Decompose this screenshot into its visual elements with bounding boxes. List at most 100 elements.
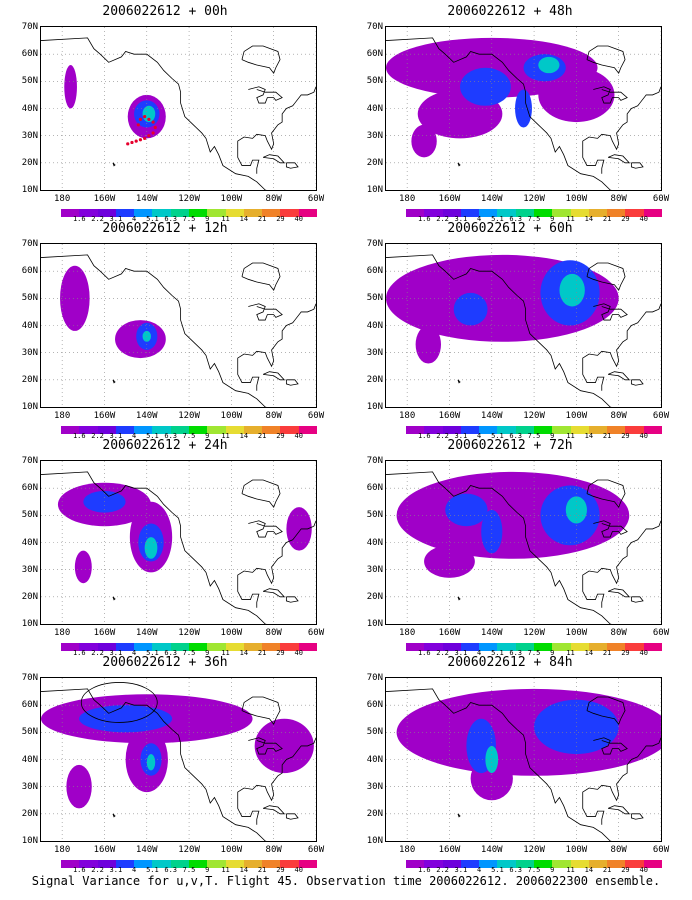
coastline [586, 696, 626, 725]
forecast-panel: 2006022612 + 12h 70N 60N 50N 40N 30N 20N 10N 180… [5, 221, 325, 441]
longitude-label: 80W [610, 411, 627, 421]
colorbar-swatch [262, 643, 281, 651]
latitude-label: 10N [21, 836, 38, 846]
latitude-label: 30N [366, 564, 383, 575]
variance-map [385, 460, 662, 625]
colorbar-label: 7.5 [182, 649, 196, 657]
colorbar-swatch [207, 426, 226, 434]
coastline [582, 520, 661, 585]
colorbar-swatch [643, 860, 662, 868]
colorbar-swatch [298, 643, 317, 651]
coastline [285, 813, 299, 820]
colorbar-label: 9 [205, 432, 210, 440]
colorbar-swatch [479, 643, 498, 651]
colorbar-label: 7.5 [182, 215, 196, 223]
colorbar-label: 3.1 [109, 215, 123, 223]
coastline [586, 45, 626, 74]
variance-contour [411, 124, 437, 158]
forecast-panel: 2006022612 + 84h 70N 60N 50N 40N 30N 20N 10N 180… [350, 655, 670, 875]
coastline [582, 146, 605, 174]
colorbar-label: 7.5 [527, 649, 541, 657]
colorbar-swatch [552, 209, 571, 217]
colorbar [406, 860, 662, 868]
latitude-label: 60N [21, 49, 38, 60]
colorbar-swatch [625, 426, 644, 434]
colorbar-label: 6.3 [509, 432, 523, 440]
panel-title: 2006022612 + 24h [102, 438, 228, 453]
latitude-label: 20N [21, 157, 38, 168]
latitude-label: 20N [366, 374, 383, 385]
colorbar-label: 7.5 [527, 215, 541, 223]
coastline [582, 86, 661, 151]
coastline [582, 797, 605, 825]
coastline [112, 813, 116, 818]
colorbar-label: 29 [621, 649, 630, 657]
longitude-label: 160W [438, 628, 461, 638]
coastline [241, 479, 281, 508]
variance-contour [538, 56, 560, 74]
latitude-label: 40N [366, 320, 383, 331]
colorbar-swatch [262, 209, 281, 217]
forecast-panel: 2006022612 + 60h 70N 60N 50N 40N 30N 20N 10N 180… [350, 221, 670, 441]
longitude-label: 80W [265, 845, 282, 855]
colorbar-label: 40 [294, 649, 303, 657]
coastline [112, 596, 116, 601]
latitude-label: 10N [366, 836, 383, 846]
colorbar-swatch [552, 426, 571, 434]
colorbar-label: 2.2 [91, 215, 104, 223]
forecast-panel: 2006022612 + 72h 70N 60N 50N 40N 30N 20N 10N 180… [350, 438, 670, 658]
coastline [586, 479, 626, 508]
variance-contour [559, 273, 585, 307]
longitude-label: 100W [565, 628, 588, 638]
latitude-label: 30N [21, 781, 38, 792]
coastline [582, 303, 661, 368]
longitude-label: 120W [523, 628, 545, 638]
colorbar-swatch [588, 426, 608, 434]
colorbar-swatch [570, 860, 589, 868]
colorbar-label: 11 [566, 649, 575, 657]
colorbar-swatch [479, 860, 498, 868]
variance-contour [538, 67, 615, 123]
colorbar-swatch [225, 860, 244, 868]
longitude-label: 100W [220, 194, 243, 204]
latitude-label: 70N [366, 673, 383, 683]
latitude-label: 40N [366, 103, 383, 114]
colorbar-swatch [170, 860, 189, 868]
coastline [112, 379, 116, 384]
colorbar-swatch [515, 643, 534, 651]
coastline [593, 86, 628, 104]
colorbar-label: 40 [294, 432, 303, 440]
longitude-label: 140W [135, 194, 158, 204]
colorbar-label: 4 [132, 432, 137, 440]
colorbar-label: 2.2 [436, 215, 449, 223]
coastline [262, 371, 286, 381]
colorbar-label: 1.6 [72, 215, 86, 223]
colorbar-label: 29 [276, 215, 285, 223]
colorbar [61, 209, 317, 217]
observation-point [126, 142, 130, 146]
variance-contour [144, 537, 158, 559]
colorbar-label: 21 [257, 215, 267, 223]
observation-point [136, 123, 140, 127]
latitude-label: 70N [366, 22, 383, 32]
colorbar-swatch [298, 860, 317, 868]
colorbar-swatch [442, 860, 461, 868]
latitude-label: 10N [366, 619, 383, 629]
panel-title: 2006022612 + 84h [447, 655, 573, 670]
coastline [237, 737, 316, 802]
colorbar-label: 3.1 [454, 215, 468, 223]
variance-contour [453, 292, 488, 326]
coastline [457, 596, 461, 601]
coastline [41, 37, 267, 190]
coastline [607, 371, 631, 381]
longitude-label: 160W [93, 411, 116, 421]
panel-title: 2006022612 + 12h [102, 221, 228, 236]
colorbar-swatch [115, 643, 135, 651]
colorbar-swatch [225, 209, 244, 217]
colorbar-swatch [188, 426, 208, 434]
longitude-label: 160W [93, 845, 116, 855]
colorbar-label: 40 [294, 866, 303, 874]
colorbar-swatch [424, 860, 443, 868]
longitude-label: 100W [565, 845, 588, 855]
longitude-label: 160W [438, 194, 461, 204]
